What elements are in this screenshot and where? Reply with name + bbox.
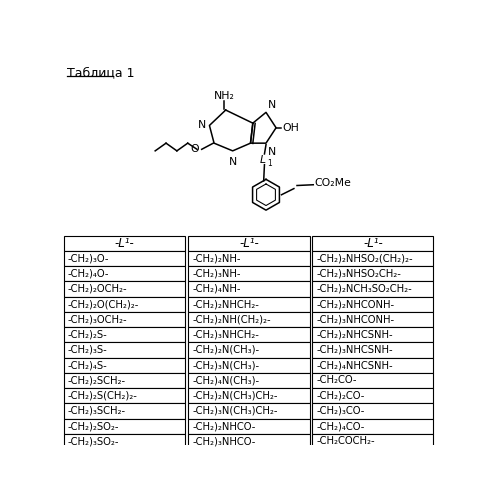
Text: -СH₂)₂NH(СH₂)₂-: -СH₂)₂NH(СH₂)₂- — [192, 314, 271, 324]
Text: -СH₂)₂NHCONH-: -СH₂)₂NHCONH- — [316, 299, 393, 309]
Bar — [312, 404, 433, 418]
Bar — [63, 358, 185, 373]
Text: -СH₂)₃S-: -СH₂)₃S- — [67, 345, 107, 355]
Bar — [63, 296, 185, 312]
Text: -СH₂)₃O-: -СH₂)₃O- — [67, 254, 109, 264]
Bar — [188, 358, 310, 373]
Bar — [63, 418, 185, 434]
Bar — [63, 312, 185, 327]
Bar — [188, 342, 310, 357]
Text: -СH₂)₂NH-: -СH₂)₂NH- — [192, 254, 241, 264]
Bar — [312, 327, 433, 342]
Text: CO₂Me: CO₂Me — [314, 178, 351, 188]
Bar — [312, 296, 433, 312]
Text: -СH₂)₃NHCO-: -СH₂)₃NHCO- — [192, 436, 255, 446]
Text: -СH₂)₂N(СH₃)СH₂-: -СH₂)₂N(СH₃)СH₂- — [192, 390, 277, 400]
Text: -СH₂)₂SСH₂-: -СH₂)₂SСH₂- — [67, 376, 125, 386]
Text: -СH₂CO-: -СH₂CO- — [316, 376, 356, 386]
Text: -СH₂)₃NHCONH-: -СH₂)₃NHCONH- — [316, 314, 393, 324]
Bar — [188, 373, 310, 388]
Bar — [188, 236, 310, 251]
Bar — [63, 327, 185, 342]
Text: -СH₂)₄O-: -СH₂)₄O- — [67, 268, 109, 278]
Bar — [188, 418, 310, 434]
Text: 1: 1 — [266, 158, 271, 168]
Text: -СH₂COСH₂-: -СH₂COСH₂- — [316, 436, 374, 446]
Text: -СH₂)₃CO-: -СH₂)₃CO- — [316, 406, 364, 416]
Text: -СH₂)₃NH-: -СH₂)₃NH- — [192, 268, 241, 278]
Bar — [188, 296, 310, 312]
Text: -СH₂)₂N(СH₃)-: -СH₂)₂N(СH₃)- — [192, 345, 259, 355]
Text: -СH₂)₄N(СH₃)-: -СH₂)₄N(СH₃)- — [192, 376, 259, 386]
Bar — [188, 434, 310, 449]
Text: -СH₂)₂NHSO₂(СH₂)₂-: -СH₂)₂NHSO₂(СH₂)₂- — [316, 254, 412, 264]
Text: -СH₂)₂NHCO-: -СH₂)₂NHCO- — [192, 421, 255, 431]
Bar — [63, 251, 185, 266]
Text: -СH₂)₃SСH₂-: -СH₂)₃SСH₂- — [67, 406, 125, 416]
Text: O: O — [190, 144, 198, 154]
Bar — [312, 388, 433, 404]
Bar — [312, 282, 433, 296]
Text: -СH₂)₃NHСH₂-: -СH₂)₃NHСH₂- — [192, 330, 259, 340]
Bar — [63, 282, 185, 296]
Text: -СH₂)₂CO-: -СH₂)₂CO- — [316, 390, 364, 400]
Bar — [63, 342, 185, 357]
Text: -СH₂)₂O(СH₂)₂-: -СH₂)₂O(СH₂)₂- — [67, 299, 139, 309]
Text: L: L — [259, 155, 265, 165]
Text: -L¹-: -L¹- — [363, 236, 382, 250]
Bar — [312, 236, 433, 251]
Text: -СH₂)₂NHСH₂-: -СH₂)₂NHСH₂- — [192, 299, 259, 309]
Bar — [312, 342, 433, 357]
Bar — [312, 266, 433, 281]
Text: Таблица 1: Таблица 1 — [67, 66, 134, 79]
Text: -СH₂)₃N(СH₃)-: -СH₂)₃N(СH₃)- — [192, 360, 259, 370]
Bar — [312, 373, 433, 388]
Text: N: N — [197, 120, 206, 130]
Bar — [312, 312, 433, 327]
Text: NH₂: NH₂ — [213, 91, 234, 101]
Bar — [63, 236, 185, 251]
Text: -L¹-: -L¹- — [239, 236, 258, 250]
Bar — [63, 373, 185, 388]
Text: N: N — [228, 157, 236, 167]
Text: -СH₂)₂S-: -СH₂)₂S- — [67, 330, 107, 340]
Bar — [63, 434, 185, 449]
Bar — [188, 404, 310, 418]
Text: -СH₂)₃NHCSNH-: -СH₂)₃NHCSNH- — [316, 345, 392, 355]
Text: -СH₂)₃N(СH₃)СH₂-: -СH₂)₃N(СH₃)СH₂- — [192, 406, 277, 416]
Bar — [188, 327, 310, 342]
Text: -СH₂)₄NHCSNH-: -СH₂)₄NHCSNH- — [316, 360, 392, 370]
Bar — [63, 388, 185, 404]
Bar — [312, 358, 433, 373]
Text: -СH₂)₂OСH₂-: -СH₂)₂OСH₂- — [67, 284, 127, 294]
Bar — [312, 418, 433, 434]
Text: N: N — [267, 147, 275, 157]
Text: -СH₂)₂NHCSNH-: -СH₂)₂NHCSNH- — [316, 330, 392, 340]
Bar — [188, 266, 310, 281]
Text: OH: OH — [282, 123, 299, 133]
Text: -СH₂)₄S-: -СH₂)₄S- — [67, 360, 107, 370]
Bar — [188, 282, 310, 296]
Text: -L¹-: -L¹- — [114, 236, 134, 250]
Text: -СH₂)₃OСH₂-: -СH₂)₃OСH₂- — [67, 314, 127, 324]
Bar — [188, 312, 310, 327]
Text: -СH₂)₄NH-: -СH₂)₄NH- — [192, 284, 241, 294]
Text: -СH₂)₃SO₂-: -СH₂)₃SO₂- — [67, 436, 119, 446]
Text: -СH₂)₃NHSO₂СH₂-: -СH₂)₃NHSO₂СH₂- — [316, 268, 400, 278]
Text: N: N — [268, 100, 276, 110]
Text: -СH₂)₂NСH₃SO₂СH₂-: -СH₂)₂NСH₃SO₂СH₂- — [316, 284, 411, 294]
Text: -СH₂)₄CO-: -СH₂)₄CO- — [316, 421, 364, 431]
Text: -СH₂)₂SO₂-: -СH₂)₂SO₂- — [67, 421, 119, 431]
Bar — [312, 251, 433, 266]
Bar — [63, 266, 185, 281]
Text: -СH₂)₂S(СH₂)₂-: -СH₂)₂S(СH₂)₂- — [67, 390, 137, 400]
Bar — [188, 251, 310, 266]
Bar — [63, 404, 185, 418]
Bar — [188, 388, 310, 404]
Bar — [312, 434, 433, 449]
